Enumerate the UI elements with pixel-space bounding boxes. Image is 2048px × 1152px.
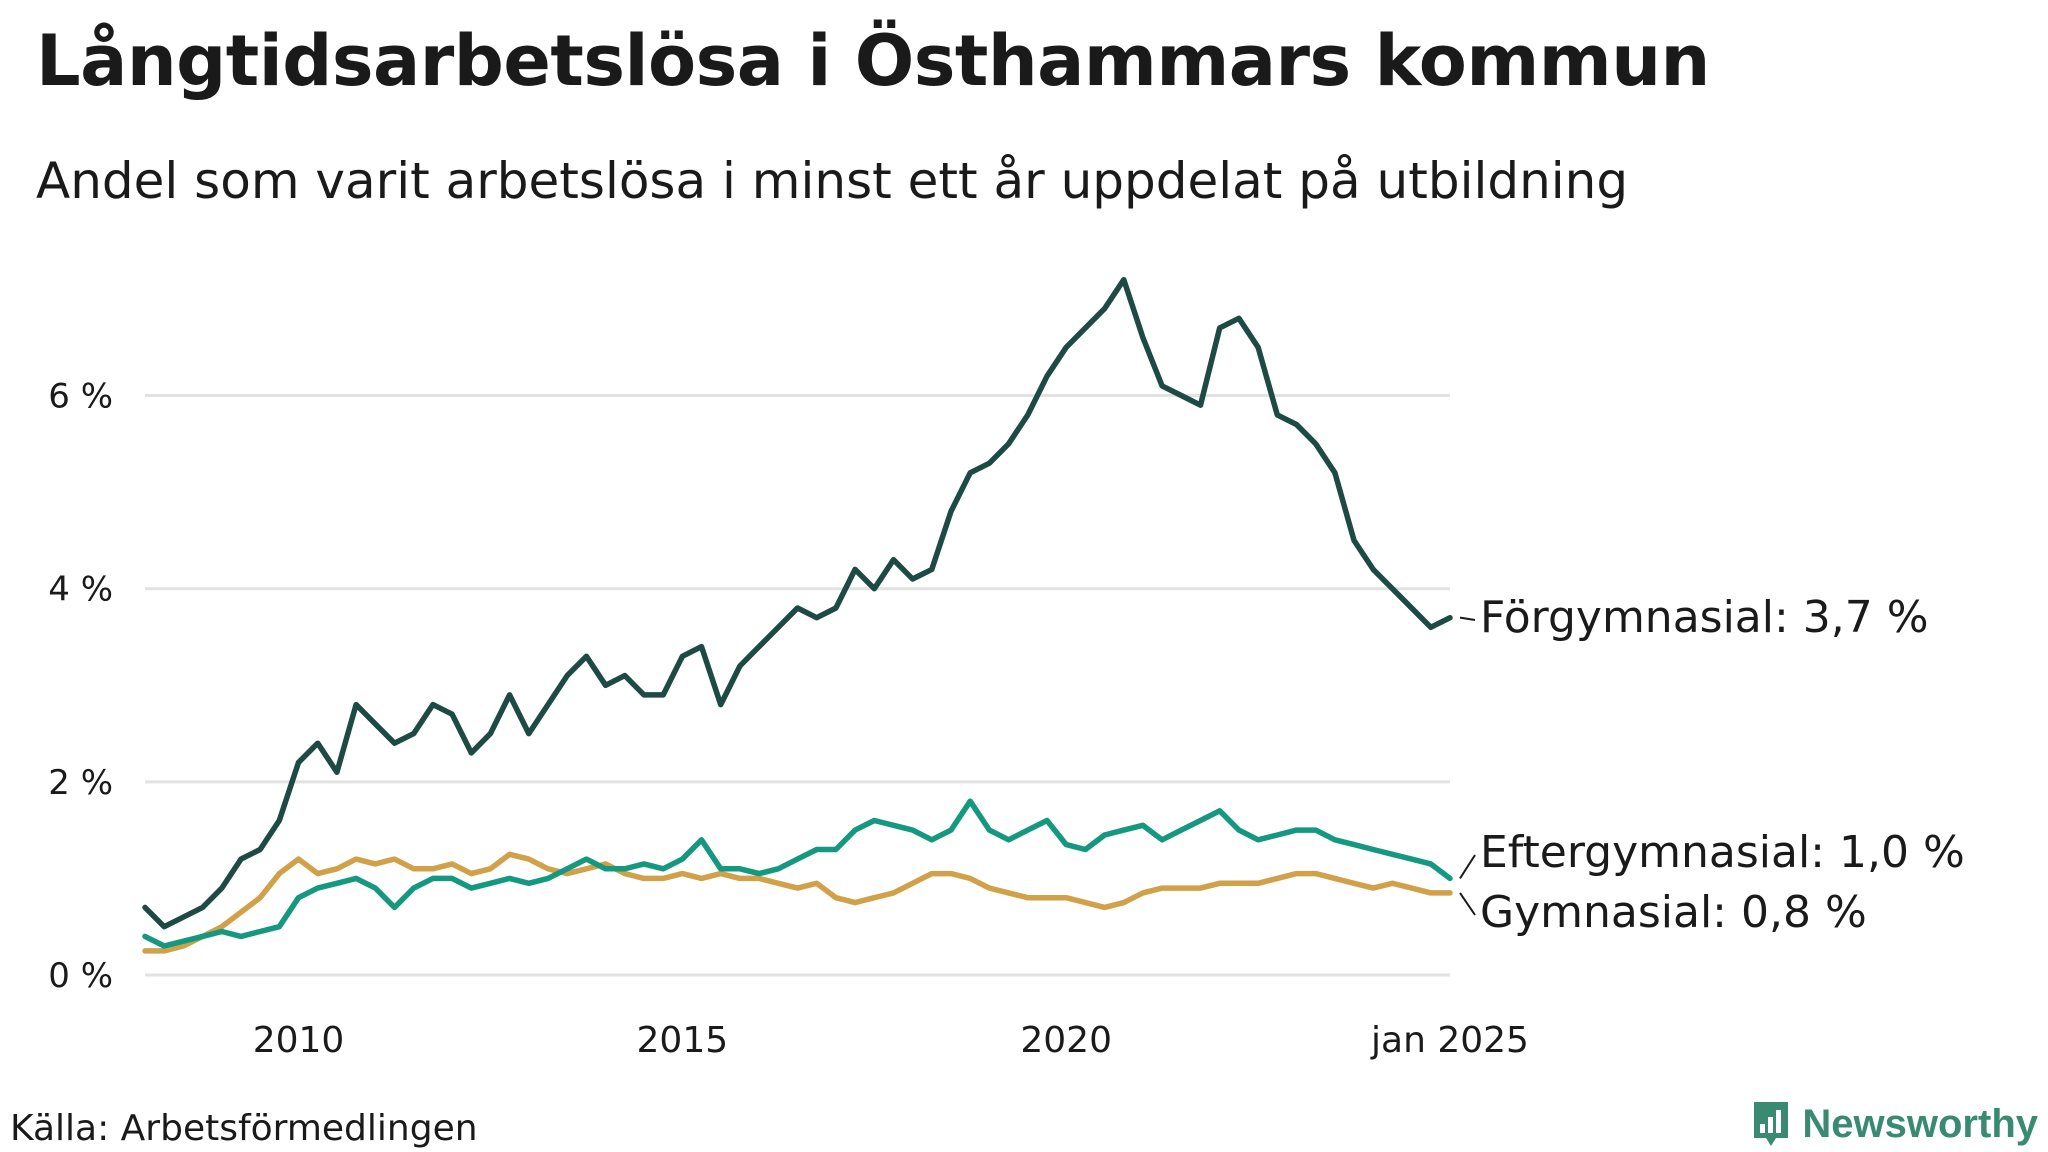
series-line-förgymnasial xyxy=(142,276,1453,930)
series-end-label: Gymnasial: 0,8 % xyxy=(1480,887,1867,938)
label-leader-line xyxy=(1459,854,1476,879)
y-tick-label: 2 % xyxy=(48,763,113,803)
bar-chart-icon xyxy=(1754,1102,1789,1146)
y-tick-label: 0 % xyxy=(48,956,113,996)
series-end-label: Eftergymnasial: 1,0 % xyxy=(1480,827,1965,878)
series-end-label: Förgymnasial: 3,7 % xyxy=(1480,592,1929,643)
source-note: Källa: Arbetsförmedlingen xyxy=(10,1108,478,1149)
label-leader-line xyxy=(1459,616,1476,621)
y-tick-label: 4 % xyxy=(48,570,113,610)
logo-text: Newsworthy xyxy=(1802,1101,2038,1146)
chart-title: Långtidsarbetslösa i Östhammars kommun xyxy=(36,20,1710,102)
x-tick-label: 2020 xyxy=(1020,1020,1112,1061)
gridlines xyxy=(145,394,1450,977)
series-lines xyxy=(142,276,1453,954)
x-tick-label: 2010 xyxy=(253,1020,345,1061)
newsworthy-logo: Newsworthy xyxy=(1750,1098,2038,1150)
label-leader-line xyxy=(1459,892,1476,916)
y-axis-tick-labels: 0 % 2 % 4 % 6 % xyxy=(48,377,113,996)
y-tick-label: 6 % xyxy=(48,377,113,417)
chart-subtitle: Andel som varit arbetslösa i minst ett å… xyxy=(36,152,1629,210)
series-line-gymnasial xyxy=(142,851,1453,954)
series-line-eftergymnasial xyxy=(142,798,1453,949)
series-end-labels: Förgymnasial: 3,7 % Eftergymnasial: 1,0 %… xyxy=(1459,592,1965,938)
x-axis-tick-labels: 2010 2015 2020 jan 2025 xyxy=(253,1020,1529,1061)
x-tick-label: 2015 xyxy=(637,1020,729,1061)
x-tick-label: jan 2025 xyxy=(1370,1020,1529,1061)
